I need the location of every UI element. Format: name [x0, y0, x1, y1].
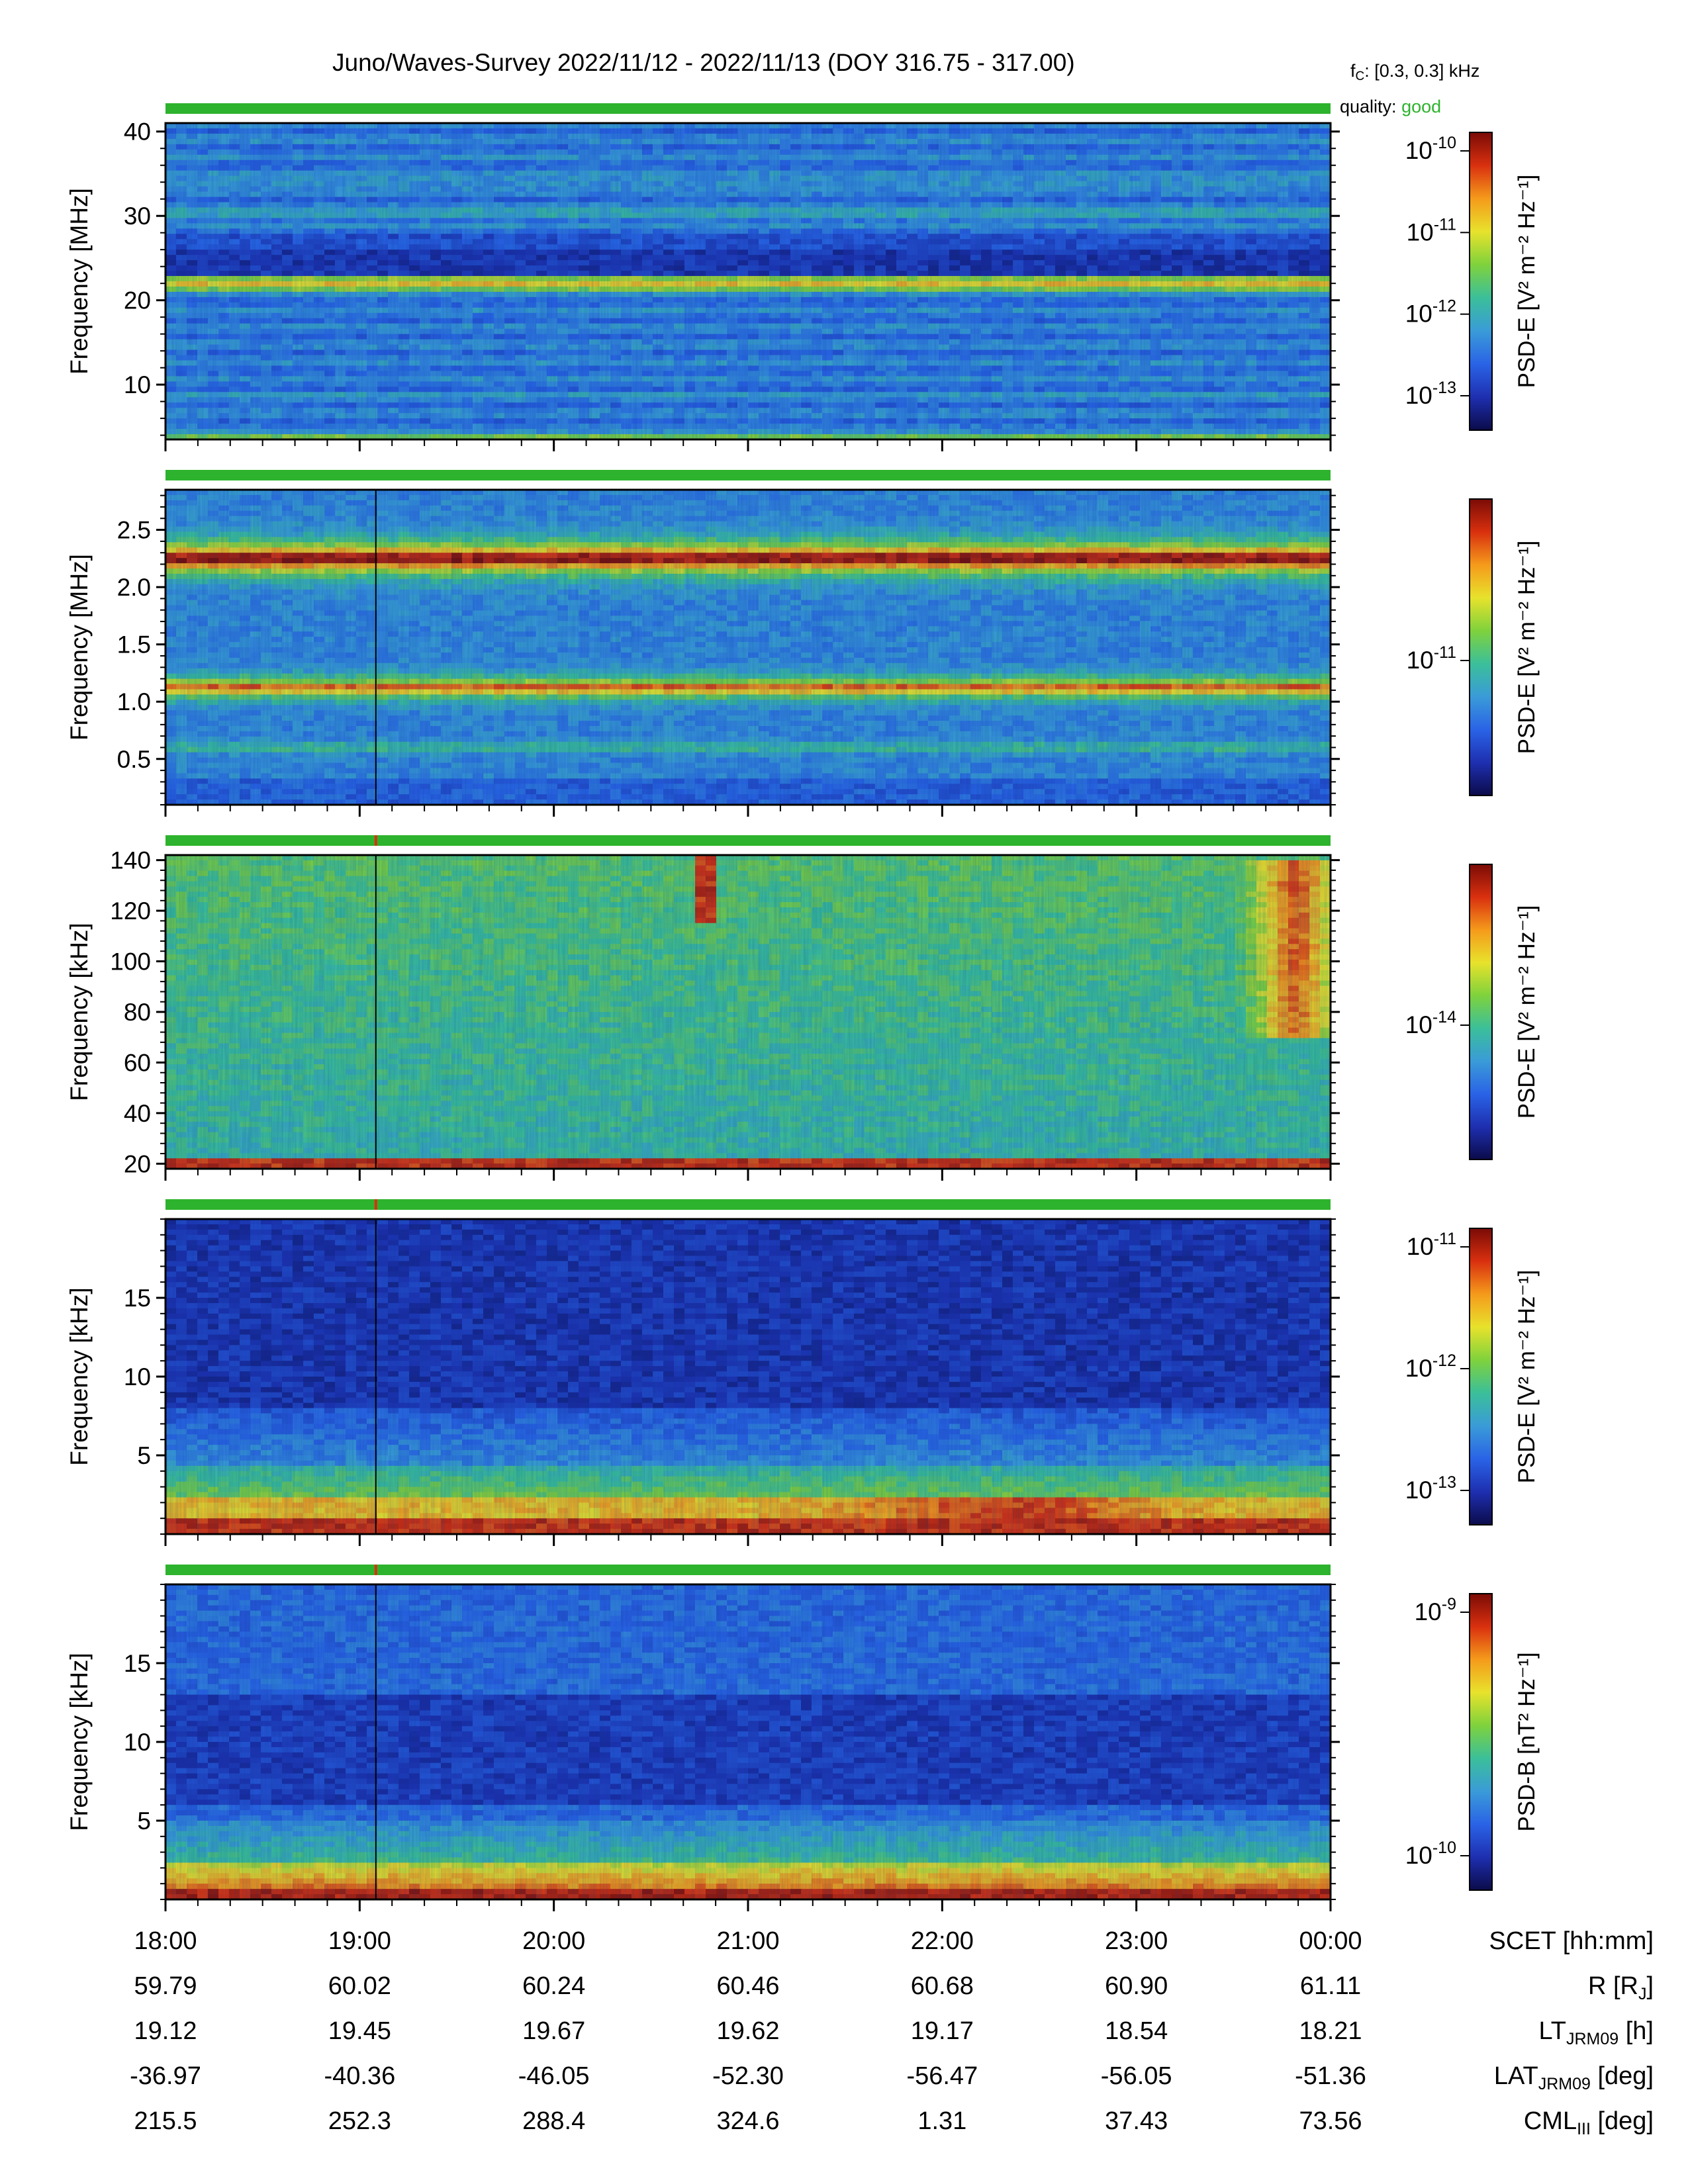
- quality-label: quality: good: [1340, 97, 1441, 117]
- quality-value: good: [1401, 97, 1441, 116]
- fc-value: : [0.3, 0.3] kHz: [1364, 61, 1479, 81]
- fc-sub: C: [1356, 69, 1365, 83]
- fc-label: fC: [0.3, 0.3] kHz: [1350, 61, 1479, 84]
- quality-bar: [165, 103, 1331, 114]
- quality-key: quality:: [1340, 97, 1397, 116]
- fc-symbol: f: [1350, 61, 1356, 81]
- chart-title: Juno/Waves-Survey 2022/11/12 - 2022/11/1…: [332, 49, 1075, 77]
